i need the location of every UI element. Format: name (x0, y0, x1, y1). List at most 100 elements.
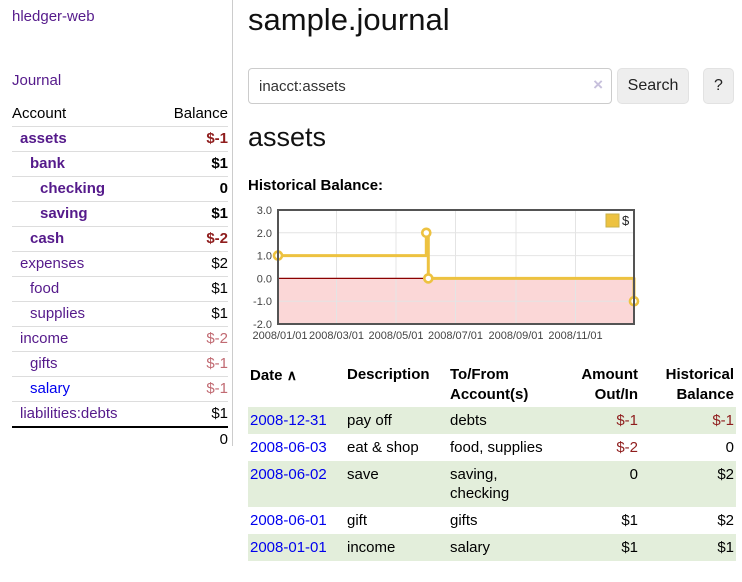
account-balance: $-1 (154, 351, 228, 377)
account-row: income $-2 (12, 326, 228, 352)
account-balance: $-1 (154, 126, 228, 152)
header-description: Description (347, 366, 430, 383)
transaction-date-link[interactable]: 2008-06-02 (250, 466, 327, 483)
transaction-amount: $1 (560, 534, 640, 561)
x-tick: 2008/11/01 (548, 330, 602, 342)
transaction-date-link[interactable]: 2008-12-31 (250, 412, 327, 429)
transaction-amount: $-2 (616, 439, 638, 456)
y-tick: 3.0 (257, 205, 272, 217)
account-link-bank[interactable]: bank (30, 155, 66, 172)
transaction-date-link[interactable]: 2008-06-01 (250, 512, 327, 529)
y-tick: 0.0 (257, 273, 272, 285)
header-historical: Historical Balance (640, 363, 736, 407)
transaction-date-link[interactable]: 2008-01-01 (250, 539, 327, 556)
account-balance: $2 (154, 251, 228, 277)
chart-legend: $ (605, 213, 630, 228)
header-historical-line2: Balance (676, 386, 734, 403)
y-tick: 2.0 (257, 228, 272, 240)
register-row: 2008-06-01 gift gifts $1 $2 (248, 507, 736, 534)
transaction-description: income (345, 534, 448, 561)
transaction-accounts: saving, checking (448, 461, 560, 507)
transaction-accounts: gifts (450, 512, 478, 529)
historical-balance-chart[interactable]: $ 3.0 2.0 1.0 0.0 -1.0 -2.0 2008/01/01 2… (238, 202, 738, 354)
account-balance: $1 (154, 151, 228, 177)
account-row: saving $1 (12, 201, 228, 227)
account-row: checking 0 (12, 176, 228, 202)
transaction-balance: $2 (717, 512, 734, 529)
clear-search-icon[interactable]: × (593, 75, 603, 94)
transaction-description: pay off (345, 407, 448, 434)
account-link-salary[interactable]: salary (30, 380, 71, 397)
register-row: 2008-12-31 pay off debts $-1 $-1 (248, 407, 736, 434)
legend-swatch-icon (605, 213, 620, 228)
y-tick: -2.0 (253, 319, 272, 331)
transaction-amount: $1 (621, 512, 638, 529)
x-tick: 2008/01/01 (252, 330, 307, 342)
header-tofrom: To/From Account(s) (448, 363, 560, 407)
transaction-balance: 0 (725, 439, 734, 456)
account-heading: assets (248, 122, 327, 152)
transaction-date-link[interactable]: 2008-06-03 (250, 439, 327, 456)
header-date-label: Date (250, 367, 283, 384)
account-row: salary $-1 (12, 376, 228, 402)
account-link-saving[interactable]: saving (40, 205, 88, 222)
chart-plot-border (277, 209, 635, 325)
account-balance: $-2 (154, 326, 228, 352)
account-balance: $1 (154, 276, 228, 302)
page-title: sample.journal (248, 2, 450, 37)
transaction-description: save (345, 461, 448, 507)
transaction-amount: 0 (560, 461, 640, 507)
account-row: assets $-1 (12, 126, 228, 152)
chart-x-axis-labels: 2008/01/01 2008/03/01 2008/05/01 2008/07… (252, 330, 602, 342)
sidebar-item-journal[interactable]: Journal (12, 72, 62, 89)
search-button[interactable]: Search (617, 68, 689, 104)
account-balance: $1 (154, 301, 228, 327)
register-header-row: Date ∧ Description To/From Account(s) Am… (248, 363, 736, 407)
transaction-balance: $1 (640, 534, 736, 561)
accounts-total-row: 0 (12, 426, 228, 452)
header-amount: Amount Out/In (560, 363, 640, 407)
accounts-header-account: Account (12, 102, 155, 127)
account-row: expenses $2 (12, 251, 228, 277)
accounts-total-value: 0 (154, 426, 228, 452)
account-link-income[interactable]: income (20, 330, 69, 347)
x-tick: 2008/07/01 (428, 330, 483, 342)
account-balance: $-2 (154, 226, 228, 252)
accounts-table-header: Account Balance (12, 102, 228, 127)
x-tick: 2008/05/01 (368, 330, 423, 342)
search-box: × (248, 68, 612, 104)
header-amount-line1: Amount (581, 366, 638, 383)
help-button[interactable]: ? (703, 68, 734, 104)
register-table: Date ∧ Description To/From Account(s) Am… (248, 363, 736, 561)
header-tofrom-line2: Account(s) (450, 386, 529, 403)
account-row: liabilities:debts $1 (12, 401, 228, 428)
transaction-accounts: salary (448, 534, 560, 561)
sort-ascending-icon: ∧ (286, 367, 297, 383)
account-row: gifts $-1 (12, 351, 228, 377)
register-row: 2008-01-01 income salary $1 $1 (248, 534, 736, 561)
transaction-description: gift (347, 512, 368, 529)
transaction-amount: $-1 (560, 407, 640, 434)
account-link-food[interactable]: food (30, 280, 60, 297)
account-balance: $-1 (154, 376, 228, 402)
header-date[interactable]: Date ∧ (248, 363, 345, 407)
account-link-checking[interactable]: checking (40, 180, 106, 197)
account-link-gifts[interactable]: gifts (30, 355, 58, 372)
account-link-liabilities-debts[interactable]: liabilities:debts (20, 405, 118, 422)
transaction-accounts-line1: saving, (450, 466, 498, 483)
account-link-cash[interactable]: cash (30, 230, 65, 247)
legend-label: $ (622, 213, 630, 228)
account-link-supplies[interactable]: supplies (30, 305, 86, 322)
account-balance: $1 (154, 201, 228, 227)
account-link-expenses[interactable]: expenses (20, 255, 85, 272)
account-row: supplies $1 (12, 301, 228, 327)
register-row: 2008-06-02 save saving, checking 0 $2 (248, 461, 736, 507)
y-tick: 1.0 (257, 251, 272, 263)
accounts-header-balance: Balance (154, 102, 228, 127)
search-input[interactable] (248, 68, 612, 104)
sidebar: hledger-web Journal Account Balance asse… (0, 0, 233, 452)
account-link-assets[interactable]: assets (20, 130, 67, 147)
app-brand-link[interactable]: hledger-web (12, 8, 95, 25)
header-historical-line1: Historical (665, 366, 734, 383)
account-row: food $1 (12, 276, 228, 302)
